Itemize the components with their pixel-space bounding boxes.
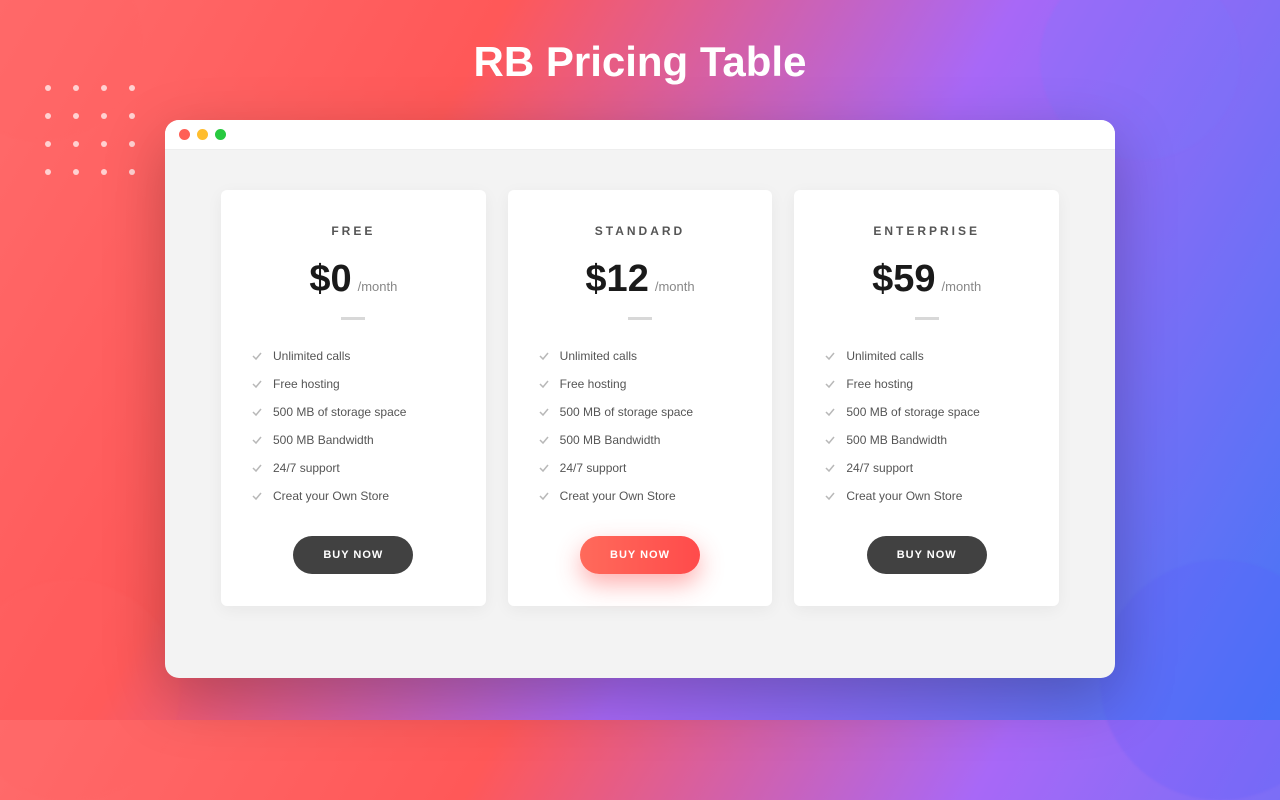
divider <box>915 317 939 320</box>
bg-blob <box>1100 560 1280 800</box>
feature-text: Unlimited calls <box>273 349 350 363</box>
price-value: $12 <box>585 258 648 301</box>
feature-text: 500 MB Bandwidth <box>273 433 374 447</box>
feature-item: 24/7 support <box>824 454 1029 482</box>
feature-item: 500 MB of storage space <box>251 398 456 426</box>
price-period: /month <box>942 279 982 294</box>
check-icon <box>538 378 550 390</box>
feature-item: Unlimited calls <box>251 342 456 370</box>
minimize-icon[interactable] <box>197 129 208 140</box>
check-icon <box>251 462 263 474</box>
feature-text: Free hosting <box>560 377 627 391</box>
check-icon <box>251 350 263 362</box>
price-row: $12 /month <box>585 258 694 301</box>
feature-text: Unlimited calls <box>560 349 637 363</box>
feature-text: 500 MB of storage space <box>846 405 979 419</box>
feature-text: Creat your Own Store <box>273 489 389 503</box>
feature-item: 24/7 support <box>538 454 743 482</box>
feature-item: Unlimited calls <box>538 342 743 370</box>
feature-list: Unlimited calls Free hosting 500 MB of s… <box>824 342 1029 510</box>
window-titlebar <box>165 120 1115 150</box>
check-icon <box>824 490 836 502</box>
check-icon <box>538 434 550 446</box>
feature-text: 24/7 support <box>846 461 913 475</box>
check-icon <box>251 406 263 418</box>
feature-item: Free hosting <box>251 370 456 398</box>
feature-text: Free hosting <box>273 377 340 391</box>
pricing-card-enterprise: ENTERPRISE $59 /month Unlimited calls Fr… <box>794 190 1059 606</box>
feature-text: 500 MB Bandwidth <box>560 433 661 447</box>
buy-now-button[interactable]: BUY NOW <box>580 536 700 574</box>
pricing-card-free: FREE $0 /month Unlimited calls Free host… <box>221 190 486 606</box>
divider <box>628 317 652 320</box>
price-value: $59 <box>872 258 935 301</box>
check-icon <box>824 350 836 362</box>
feature-list: Unlimited calls Free hosting 500 MB of s… <box>538 342 743 510</box>
feature-text: 500 MB of storage space <box>273 405 406 419</box>
feature-item: 500 MB Bandwidth <box>251 426 456 454</box>
feature-item: 500 MB Bandwidth <box>824 426 1029 454</box>
check-icon <box>824 406 836 418</box>
feature-item: Unlimited calls <box>824 342 1029 370</box>
feature-text: 500 MB Bandwidth <box>846 433 947 447</box>
check-icon <box>538 462 550 474</box>
pricing-grid: FREE $0 /month Unlimited calls Free host… <box>165 150 1115 646</box>
feature-text: Unlimited calls <box>846 349 923 363</box>
check-icon <box>824 434 836 446</box>
feature-text: 24/7 support <box>273 461 340 475</box>
divider <box>341 317 365 320</box>
feature-item: Creat your Own Store <box>824 482 1029 510</box>
feature-text: 24/7 support <box>560 461 627 475</box>
feature-item: Free hosting <box>824 370 1029 398</box>
check-icon <box>538 350 550 362</box>
feature-text: Free hosting <box>846 377 913 391</box>
check-icon <box>824 462 836 474</box>
pricing-card-standard: STANDARD $12 /month Unlimited calls Free… <box>508 190 773 606</box>
check-icon <box>538 406 550 418</box>
feature-item: 500 MB Bandwidth <box>538 426 743 454</box>
feature-text: Creat your Own Store <box>560 489 676 503</box>
price-period: /month <box>358 279 398 294</box>
feature-item: Creat your Own Store <box>538 482 743 510</box>
feature-item: 500 MB of storage space <box>538 398 743 426</box>
maximize-icon[interactable] <box>215 129 226 140</box>
close-icon[interactable] <box>179 129 190 140</box>
price-value: $0 <box>309 258 351 301</box>
feature-text: Creat your Own Store <box>846 489 962 503</box>
price-period: /month <box>655 279 695 294</box>
feature-item: 500 MB of storage space <box>824 398 1029 426</box>
buy-now-button[interactable]: BUY NOW <box>867 536 987 574</box>
check-icon <box>538 490 550 502</box>
bg-blob <box>0 580 180 800</box>
plan-name: STANDARD <box>595 224 685 238</box>
plan-name: ENTERPRISE <box>873 224 980 238</box>
price-row: $0 /month <box>309 258 397 301</box>
buy-now-button[interactable]: BUY NOW <box>293 536 413 574</box>
plan-name: FREE <box>331 224 375 238</box>
feature-item: Free hosting <box>538 370 743 398</box>
check-icon <box>251 490 263 502</box>
feature-text: 500 MB of storage space <box>560 405 693 419</box>
feature-item: 24/7 support <box>251 454 456 482</box>
feature-item: Creat your Own Store <box>251 482 456 510</box>
feature-list: Unlimited calls Free hosting 500 MB of s… <box>251 342 456 510</box>
browser-window: FREE $0 /month Unlimited calls Free host… <box>165 120 1115 678</box>
check-icon <box>824 378 836 390</box>
price-row: $59 /month <box>872 258 981 301</box>
dot-grid-decoration <box>45 85 135 175</box>
check-icon <box>251 434 263 446</box>
check-icon <box>251 378 263 390</box>
